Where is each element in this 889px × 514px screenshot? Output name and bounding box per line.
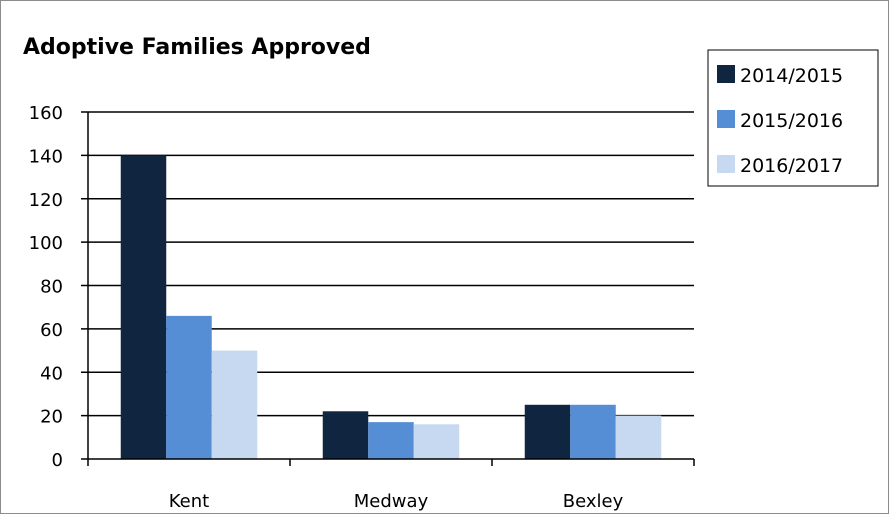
legend: 2014/2015 2015/2016 2016/2017 [707,49,879,187]
legend-swatch [717,155,735,173]
bar [570,404,616,459]
y-tick-label: 140 [29,146,63,167]
y-tick-label: 120 [29,190,63,211]
legend-swatch [717,65,735,83]
y-tick-label: 20 [40,407,63,428]
legend-label: 2015/2016 [740,110,843,132]
bar [120,155,167,459]
y-tick-label: 0 [52,450,63,471]
bar [368,422,414,459]
y-tick-label: 60 [40,320,63,341]
legend-box [707,49,879,187]
bars [120,155,662,459]
y-tick-label: 160 [29,103,63,124]
bar [166,315,212,459]
legend-swatch [717,110,735,128]
legend-label: 2016/2017 [740,155,843,177]
bar [413,424,460,459]
bar [615,415,662,459]
bar [322,411,369,459]
x-category-label: Bexley [563,491,624,512]
bar [211,350,258,459]
y-tick-label: 100 [29,233,63,254]
y-tick-label: 80 [40,277,63,298]
axes [81,111,695,466]
bar [524,404,571,459]
x-category-label: Kent [169,491,209,512]
y-tick-label: 40 [40,363,63,384]
axis-labels: 0 20 40 60 80 100 120 140 160 Kent Medway Bexley [29,103,624,512]
x-category-label: Medway [354,491,429,512]
chart-title: Adoptive Families Approved [23,35,371,60]
legend-label: 2014/2015 [740,65,843,87]
